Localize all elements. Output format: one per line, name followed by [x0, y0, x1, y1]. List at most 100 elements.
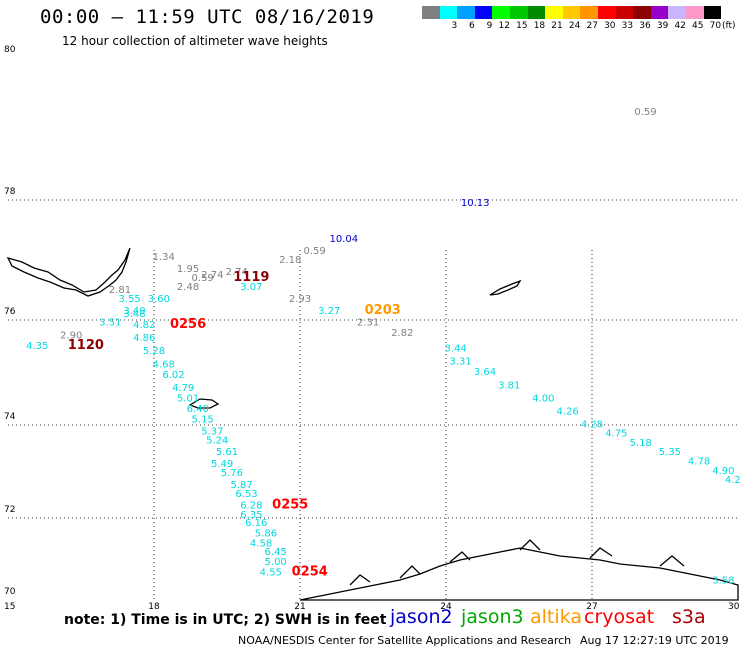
wave-height-label: 4.86 — [133, 333, 155, 344]
colorbar-tick-label: 27 — [586, 21, 598, 31]
colorbar-tick-labels: 3 6 9 12 15 18 21 24 27 30 33 36 39 42 45 70 — [422, 21, 721, 31]
colorbar-swatch — [509, 6, 528, 19]
wave-height-label: 4.75 — [605, 429, 627, 440]
wave-height-label: 3.55 — [119, 294, 141, 305]
wave-height-label: 5.49 — [211, 459, 233, 470]
wave-height-label: 3.48 — [123, 309, 145, 320]
wave-height-label: 2.18 — [279, 255, 301, 266]
colorbar-swatch — [615, 6, 634, 19]
colorbar-unit-label: (ft) — [722, 21, 736, 31]
wave-height-label: 3.60 — [148, 294, 170, 305]
wave-height-label: 0.59 — [634, 107, 656, 118]
satellite-legend-s3a: s3a — [672, 606, 706, 628]
wave-height-label: 4.55 — [260, 567, 282, 578]
island-coastline — [489, 279, 522, 296]
wave-height-label: 2.93 — [289, 294, 311, 305]
longitude-tick-label: 24 — [440, 602, 452, 612]
wave-height-label: 3.49 — [123, 306, 145, 317]
wave-height-label: 6.02 — [162, 370, 184, 381]
wave-height-label: 5.61 — [216, 447, 238, 458]
wave-height-label: 3.27 — [318, 306, 340, 317]
colorbar-swatch — [633, 6, 651, 19]
wave-height-label: 6.53 — [235, 489, 257, 500]
wave-height-label: 5.28 — [143, 346, 165, 357]
satellite-legend-cryosat: cryosat — [584, 606, 655, 628]
colorbar-tick-label: 36 — [639, 21, 651, 31]
colorbar-tick-label: 9 — [486, 21, 493, 31]
colorbar-swatch — [422, 6, 440, 19]
colorbar-swatch — [562, 6, 581, 19]
colorbar-tick-label: 18 — [533, 21, 546, 31]
wave-height-label: 3.58 — [712, 576, 734, 587]
colorbar-tick-label: 30 — [604, 21, 616, 31]
wave-height-label: 4.35 — [26, 341, 48, 352]
wave-height-label: 4.29 — [725, 475, 740, 486]
wave-height-label: 2.48 — [177, 282, 199, 293]
wave-height-label: 1.34 — [153, 252, 175, 263]
colorbar-swatch — [527, 6, 546, 19]
longitude-tick-label: 27 — [586, 602, 597, 612]
wave-height-label: 3.51 — [99, 317, 121, 328]
wave-height-label: 4.26 — [557, 407, 579, 418]
wave-height-label: 4.00 — [532, 393, 554, 404]
map-subtitle: 12 hour collection of altimeter wave hei… — [62, 34, 328, 48]
colorbar-tick-label: 12 — [498, 21, 510, 31]
wave-height-label: 5.01 — [177, 393, 199, 404]
colorbar-swatch — [474, 6, 493, 19]
colorbar-swatch — [580, 6, 598, 19]
latitude-tick-label: 70 — [4, 587, 16, 597]
colorbar-swatch — [439, 6, 458, 19]
wave-height-label: 2.74 — [226, 267, 248, 278]
wave-height-label: 3.07 — [240, 282, 262, 293]
wave-height-label: 3.44 — [445, 344, 467, 355]
wave-height-label: 0.59 — [192, 273, 214, 284]
norway-fjord-detail — [349, 539, 685, 586]
wave-height-label: 6.40 — [187, 404, 209, 415]
pass-time-label: 1120 — [68, 338, 104, 353]
colorbar-tick-label: 6 — [469, 21, 475, 31]
colorbar-swatch — [685, 6, 704, 19]
wave-height-label: 5.24 — [206, 436, 228, 447]
wave-height-label: 5.86 — [255, 528, 277, 539]
wave-height-label: 4.90 — [712, 466, 734, 477]
footnote: note: 1) Time is in UTC; 2) SWH is in fe… — [64, 612, 387, 628]
wave-height-label: 4.79 — [172, 383, 194, 394]
longitude-tick-label: 18 — [148, 602, 160, 612]
colorbar-tick-label: 39 — [656, 21, 669, 31]
colorbar-tick-label: 33 — [621, 21, 634, 31]
colorbar-tick-label: 24 — [568, 21, 581, 31]
wave-height-label: 5.37 — [201, 426, 223, 437]
wave-height-label: 4.58 — [250, 539, 272, 550]
satellite-legend-jason3: jason3 — [461, 606, 524, 628]
wave-height-label: 2.74 — [201, 270, 223, 281]
wave-height-label: 6.35 — [240, 510, 262, 521]
colorbar-swatch — [650, 6, 669, 19]
wave-height-label: 4.78 — [688, 457, 710, 468]
pass-time-label: 0254 — [292, 564, 328, 579]
latitude-tick-label: 74 — [4, 412, 16, 422]
colorbar-tick-label: 21 — [551, 21, 563, 31]
wave-height-label: 5.76 — [221, 468, 243, 479]
latitude-tick-label: 80 — [4, 45, 16, 55]
wave-height-label: 10.04 — [329, 234, 358, 245]
wave-height-label: 4.82 — [133, 320, 155, 331]
wave-height-label: 6.16 — [245, 518, 267, 529]
pass-time-label: 1119 — [233, 270, 269, 285]
colorbar-swatch — [492, 6, 510, 19]
satellite-legend-altika: altika — [530, 606, 582, 628]
svalbard-coastline — [6, 247, 131, 297]
colorbar-tick-label: 42 — [674, 21, 686, 31]
wave-height-label: 2.31 — [357, 317, 379, 328]
wave-height-label: 6.45 — [265, 547, 287, 558]
colorbar-swatch — [457, 6, 475, 19]
longitude-tick-label: 15 — [4, 602, 15, 612]
latitude-tick-label: 76 — [4, 307, 16, 317]
latitude-tick-label: 78 — [4, 187, 16, 197]
latitude-tick-label: 72 — [4, 505, 15, 515]
wave-height-label: 2.81 — [109, 285, 131, 296]
bear-island-coastline — [188, 398, 220, 409]
wave-height-label: 5.15 — [192, 414, 214, 425]
observation-labels: 0.5910.1310.040.592.182.742.740.591.951.… — [26, 107, 740, 587]
